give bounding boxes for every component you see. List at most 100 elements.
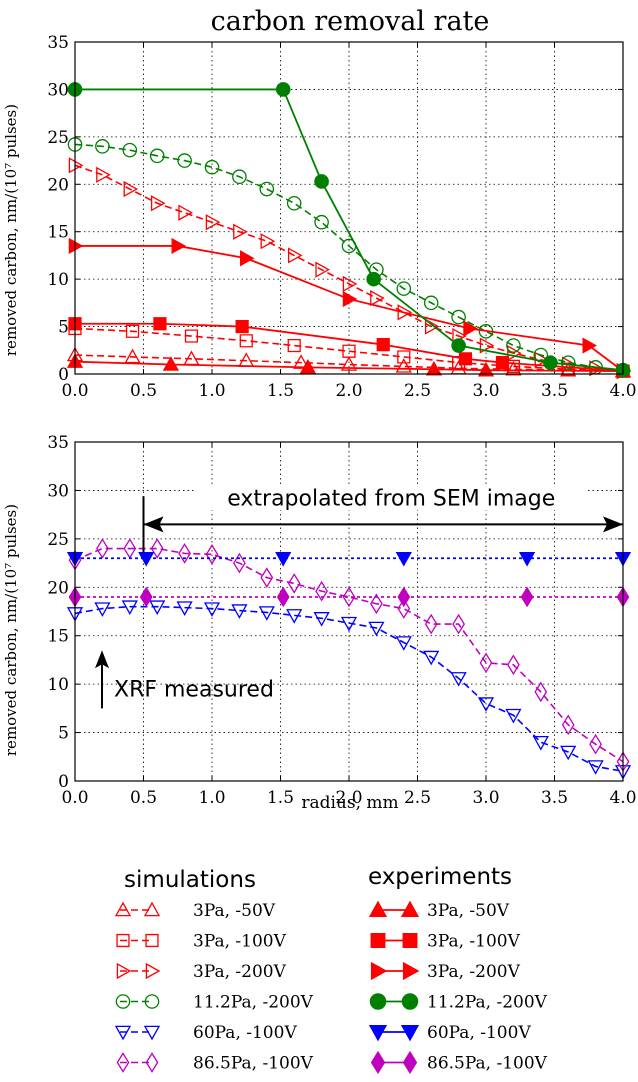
experiment-point (153, 317, 167, 331)
y-tick-label: 15 (47, 223, 69, 243)
simulation-point (423, 295, 439, 311)
series-line (74, 360, 624, 373)
simulation-point (184, 329, 199, 343)
x-axis-label: radius, mm (301, 793, 398, 813)
simulation-point (505, 708, 522, 724)
x-tick-label: 0.0 (61, 788, 88, 808)
legend-exp-label: 3Pa, -50V (427, 901, 510, 921)
simulation-point (505, 360, 522, 376)
legend-row: 60Pa, -100V 60Pa, -100V (114, 1023, 531, 1043)
legend-sim-marker (115, 994, 131, 1009)
series-simulation-60pa-100v (66, 600, 632, 780)
legend-sim-marker (143, 901, 161, 917)
simulation-point (423, 650, 440, 666)
simulation-point (205, 214, 221, 231)
series-experiment-3pa-50v (66, 353, 632, 378)
simulation-point (96, 538, 109, 559)
simulation-point (292, 354, 310, 369)
x-tick-label: 3.0 (472, 381, 499, 401)
series-line (74, 547, 624, 763)
simulation-point (125, 324, 140, 338)
simulation-point (560, 355, 576, 370)
simulation-point (123, 180, 139, 198)
experiment-point (458, 352, 473, 366)
experiment-point (395, 551, 412, 567)
simulation-point (587, 760, 604, 775)
simulation-point (176, 601, 193, 616)
legend-sim-marker (145, 933, 159, 948)
experiment-point (495, 356, 510, 370)
simulation-point (149, 600, 166, 615)
legend-exp-label: 3Pa, -100V (427, 932, 521, 952)
experiment-point (171, 237, 187, 255)
x-tick-label: 1.0 (198, 381, 225, 401)
series-line (74, 354, 624, 372)
experiment-point (463, 320, 478, 337)
experiment-point (518, 551, 536, 567)
y-axis-label-top: removed carbon, nm/(10⁷ pulses) (2, 104, 20, 356)
simulation-point (68, 157, 84, 174)
simulation-point (424, 613, 438, 635)
x-tick-label: 2.0 (335, 381, 362, 401)
simulation-point (342, 344, 356, 358)
legend-exp-label: 86.5Pa, -100V (427, 1054, 548, 1074)
x-tick-label: 0.5 (130, 381, 157, 401)
legend-row: 86.5Pa, -100V 86.5Pa, -100V (116, 1050, 548, 1075)
simulation-point (397, 304, 413, 321)
simulation-point (150, 195, 166, 212)
simulation-point (122, 142, 138, 158)
simulation-point (479, 652, 493, 674)
legend-exp-marker (370, 933, 386, 948)
experiment-point (162, 356, 180, 371)
y-tick-label: 25 (47, 530, 69, 550)
x-tick-label: 1.5 (267, 788, 294, 808)
legend-sim-marker (114, 1025, 132, 1041)
arrowhead-up (95, 650, 109, 669)
simulation-point (342, 275, 358, 292)
simulation-point (258, 606, 275, 621)
simulation-point (233, 223, 248, 240)
chart-title: carbon removal rate (211, 6, 490, 37)
y-tick-label: 20 (47, 175, 69, 195)
simulation-point (340, 616, 358, 632)
legend-experiments-title: experiments (368, 864, 512, 890)
experiment-point (477, 361, 495, 377)
y-tick-label: 20 (47, 578, 69, 598)
y-tick-label: 10 (47, 270, 69, 290)
simulation-point (287, 338, 301, 353)
experiment-point (451, 338, 466, 353)
experiment-point (314, 174, 329, 189)
simulation-point (370, 593, 383, 615)
y-tick-label: 25 (47, 128, 69, 148)
series-experiment-11-2pa-200v (67, 82, 631, 378)
legend-sim-label: 86.5Pa, -100V (193, 1054, 314, 1074)
simulation-point (286, 195, 302, 211)
x-tick-label: 1.5 (267, 381, 294, 401)
x-tick-label: 3.0 (472, 788, 499, 808)
legend-exp-marker (402, 961, 420, 981)
legend-sim-marker (116, 962, 132, 980)
simulation-point (314, 214, 329, 230)
x-tick-label: 0.5 (130, 788, 157, 808)
simulation-point (121, 600, 138, 615)
legend-exp-marker (402, 1050, 418, 1075)
simulation-point (94, 602, 111, 617)
simulation-point (396, 281, 412, 296)
experiment-point (366, 271, 381, 287)
experiment-point (342, 290, 358, 308)
legend-sim-marker (116, 933, 130, 948)
experiment-point (235, 319, 249, 334)
legend-exp-marker (370, 961, 388, 981)
simulation-point (450, 672, 467, 687)
legend-exp-label: 3Pa, -200V (427, 962, 521, 982)
simulation-point (340, 356, 358, 371)
legend-exp-marker (401, 993, 419, 1010)
x-tick-label: 4.0 (609, 788, 636, 808)
experiment-point (397, 586, 411, 608)
series-line (74, 164, 624, 372)
legend-row: 11.2Pa, -200V 11.2Pa, -200V (115, 993, 548, 1013)
y-tick-label: 10 (47, 675, 69, 695)
legend-sim-label: 11.2Pa, -200V (193, 993, 314, 1013)
simulation-point (313, 612, 330, 627)
simulation-point (150, 538, 164, 559)
